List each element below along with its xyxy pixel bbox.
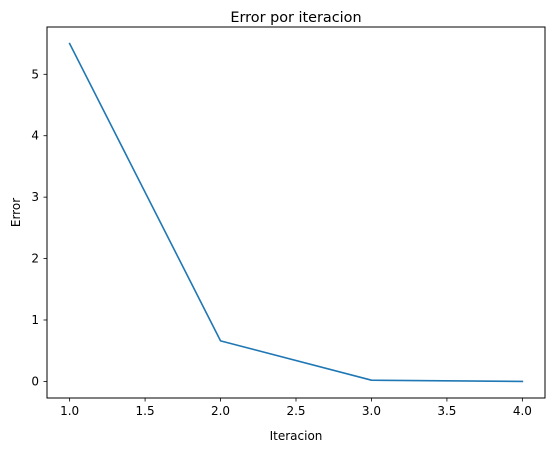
y-tick-label: 3 xyxy=(31,190,39,204)
x-axis-ticks: 1.0 1.5 2.0 2.5 3.0 3.5 4.0 xyxy=(60,398,532,418)
x-tick-label: 4.0 xyxy=(513,404,532,418)
y-tick-label: 0 xyxy=(31,374,39,388)
x-tick-label: 3.5 xyxy=(437,404,456,418)
y-axis-ticks: 0 1 2 3 4 5 xyxy=(31,67,47,388)
x-axis-label: Iteracion xyxy=(270,429,323,443)
x-tick-label: 2.5 xyxy=(286,404,305,418)
series-line xyxy=(68,42,524,383)
x-tick-label: 1.0 xyxy=(60,404,79,418)
y-tick-label: 2 xyxy=(31,252,39,266)
series-layer xyxy=(68,42,524,383)
chart-title: Error por iteracion xyxy=(230,10,361,26)
y-tick-label: 4 xyxy=(31,129,39,143)
y-axis-label: Error xyxy=(9,198,23,227)
plot-area xyxy=(47,27,545,398)
y-tick-label: 1 xyxy=(31,313,39,327)
x-tick-label: 3.0 xyxy=(362,404,381,418)
x-tick-label: 2.0 xyxy=(211,404,230,418)
x-tick-label: 1.5 xyxy=(136,404,155,418)
y-tick-label: 5 xyxy=(31,67,39,81)
